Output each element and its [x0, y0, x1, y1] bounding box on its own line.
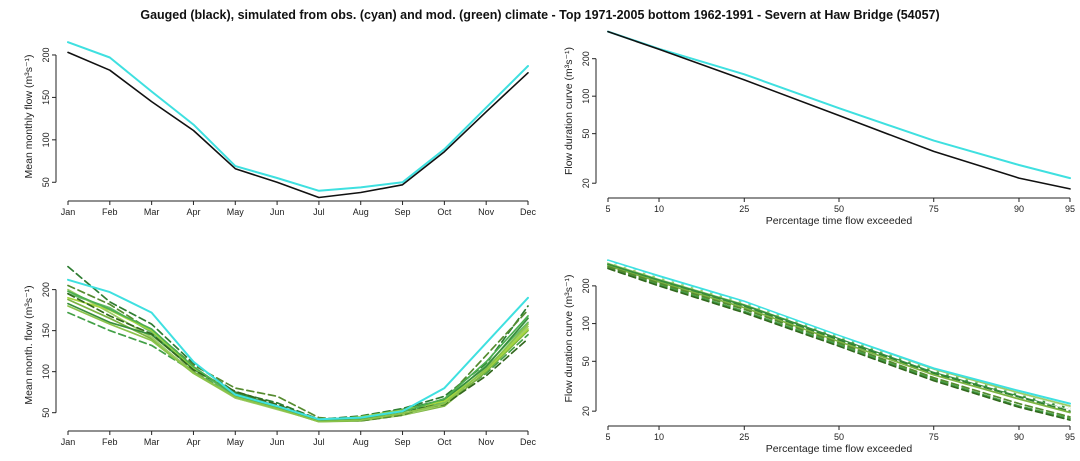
series-line-green-10: [67, 305, 529, 423]
x-tick-label: Sep: [395, 207, 411, 217]
y-tick-label: 50: [581, 356, 591, 366]
x-tick-label: 25: [739, 204, 749, 214]
x-tick-label: Aug: [353, 207, 369, 217]
y-tick-label: 150: [41, 90, 51, 105]
series-line-white-9: [607, 260, 1071, 410]
x-tick-label: 50: [834, 432, 844, 442]
x-tick-label: 50: [834, 204, 844, 214]
x-tick-label: Aug: [353, 437, 369, 447]
x-tick-label: Jan: [61, 207, 76, 217]
y-axis-label: Flow duration curve (m³s⁻¹): [563, 274, 575, 402]
y-tick-label: 100: [41, 132, 51, 147]
x-tick-label: Oct: [437, 437, 452, 447]
series-line-green-0: [607, 263, 1071, 413]
x-tick-label: Apr: [186, 437, 200, 447]
y-tick-label: 50: [581, 129, 591, 139]
series-line-green-3: [67, 298, 529, 423]
series-line-obs-8: [607, 259, 1071, 405]
chart-top-left: 50 100 150 200 Jan Feb Mar Apr May Jun Jul Aug Sep Oc…: [23, 41, 537, 217]
x-tick-label: Jun: [270, 437, 285, 447]
x-tick-label: Oct: [437, 207, 452, 217]
x-axis-label: Percentage time flow exceeded: [766, 215, 913, 227]
x-tick-label: Apr: [186, 207, 200, 217]
x-tick-label: May: [227, 437, 245, 447]
series-line-green-6: [607, 263, 1071, 410]
x-tick-label: 10: [654, 432, 664, 442]
x-tick-label: 75: [929, 432, 939, 442]
x-tick-label: 95: [1065, 432, 1075, 442]
y-tick-label: 20: [581, 178, 591, 188]
series-line-green-3: [607, 264, 1071, 414]
series-line-green-7: [607, 267, 1071, 421]
chart-panels: 50 100 150 200 Jan Feb Mar Apr May Jun Jul Aug Sep Oc…: [23, 30, 1075, 455]
x-tick-label: 95: [1065, 204, 1075, 214]
chart-bottom-left: 50 100 150 200 Jan Feb Mar Apr May Jun Jul Aug Sep Oc…: [23, 265, 537, 447]
series-line-green-9: [67, 290, 529, 421]
x-tick-label: Dec: [520, 437, 537, 447]
x-tick-label: Jan: [61, 437, 76, 447]
y-tick-label: 100: [581, 89, 591, 104]
x-tick-label: Nov: [478, 437, 495, 447]
x-tick-label: Nov: [478, 207, 495, 217]
y-tick-label: 50: [41, 177, 51, 187]
y-tick-label: 20: [581, 406, 591, 416]
y-tick-label: 200: [581, 51, 591, 66]
x-tick-label: Dec: [520, 207, 537, 217]
series-line-green-4: [607, 262, 1071, 407]
y-axis-label: Mean month. flow (m³s⁻¹): [23, 285, 35, 404]
x-tick-label: Feb: [102, 437, 118, 447]
x-tick-label: 90: [1014, 204, 1024, 214]
x-tick-label: 25: [739, 432, 749, 442]
series-line-green-1: [607, 266, 1071, 420]
series-line-gauged-1: [607, 30, 1071, 190]
x-axis-label: Percentage time flow exceeded: [766, 443, 913, 455]
series-line-green-8: [67, 292, 529, 421]
x-tick-label: 5: [605, 432, 610, 442]
y-tick-label: 100: [41, 364, 51, 379]
y-tick-label: 200: [581, 278, 591, 293]
x-tick-label: Jul: [313, 207, 325, 217]
y-tick-label: 200: [41, 282, 51, 297]
series-line-green-2: [67, 292, 529, 422]
x-tick-label: 75: [929, 204, 939, 214]
y-tick-label: 200: [41, 47, 51, 62]
chart-bottom-right: 20 50 100 200 5 10 25 50 75 90 95 Flow duration cur…: [563, 259, 1075, 455]
series-line-obs-0: [607, 30, 1071, 180]
y-tick-label: 100: [581, 316, 591, 331]
x-tick-label: Mar: [144, 207, 160, 217]
y-axis-label: Mean monthly flow (m³s⁻¹): [23, 55, 35, 179]
series-line-obs-0: [67, 41, 529, 192]
y-tick-label: 50: [41, 408, 51, 418]
series-line-obs-11: [67, 278, 529, 421]
x-tick-label: 10: [654, 204, 664, 214]
series-line-green-7: [67, 296, 529, 422]
series-line-green-5: [607, 265, 1071, 418]
x-tick-label: Jul: [313, 437, 325, 447]
x-tick-label: Mar: [144, 437, 160, 447]
x-tick-label: 90: [1014, 432, 1024, 442]
x-tick-label: 5: [605, 204, 610, 214]
x-tick-label: Jun: [270, 207, 285, 217]
y-tick-label: 150: [41, 323, 51, 338]
figure-title: Gauged (black), simulated from obs. (cya…: [140, 8, 939, 22]
chart-top-right: 20 50 100 200 5 10 25 50 75 90 95 Flow duration cur…: [563, 30, 1075, 227]
x-tick-label: Sep: [395, 437, 411, 447]
series-line-green-0: [67, 265, 529, 421]
x-tick-label: Feb: [102, 207, 118, 217]
series-line-green-4: [67, 288, 529, 422]
x-tick-label: May: [227, 207, 245, 217]
series-line-gauged-1: [67, 51, 529, 199]
y-axis-label: Flow duration curve (m³s⁻¹): [563, 47, 575, 175]
